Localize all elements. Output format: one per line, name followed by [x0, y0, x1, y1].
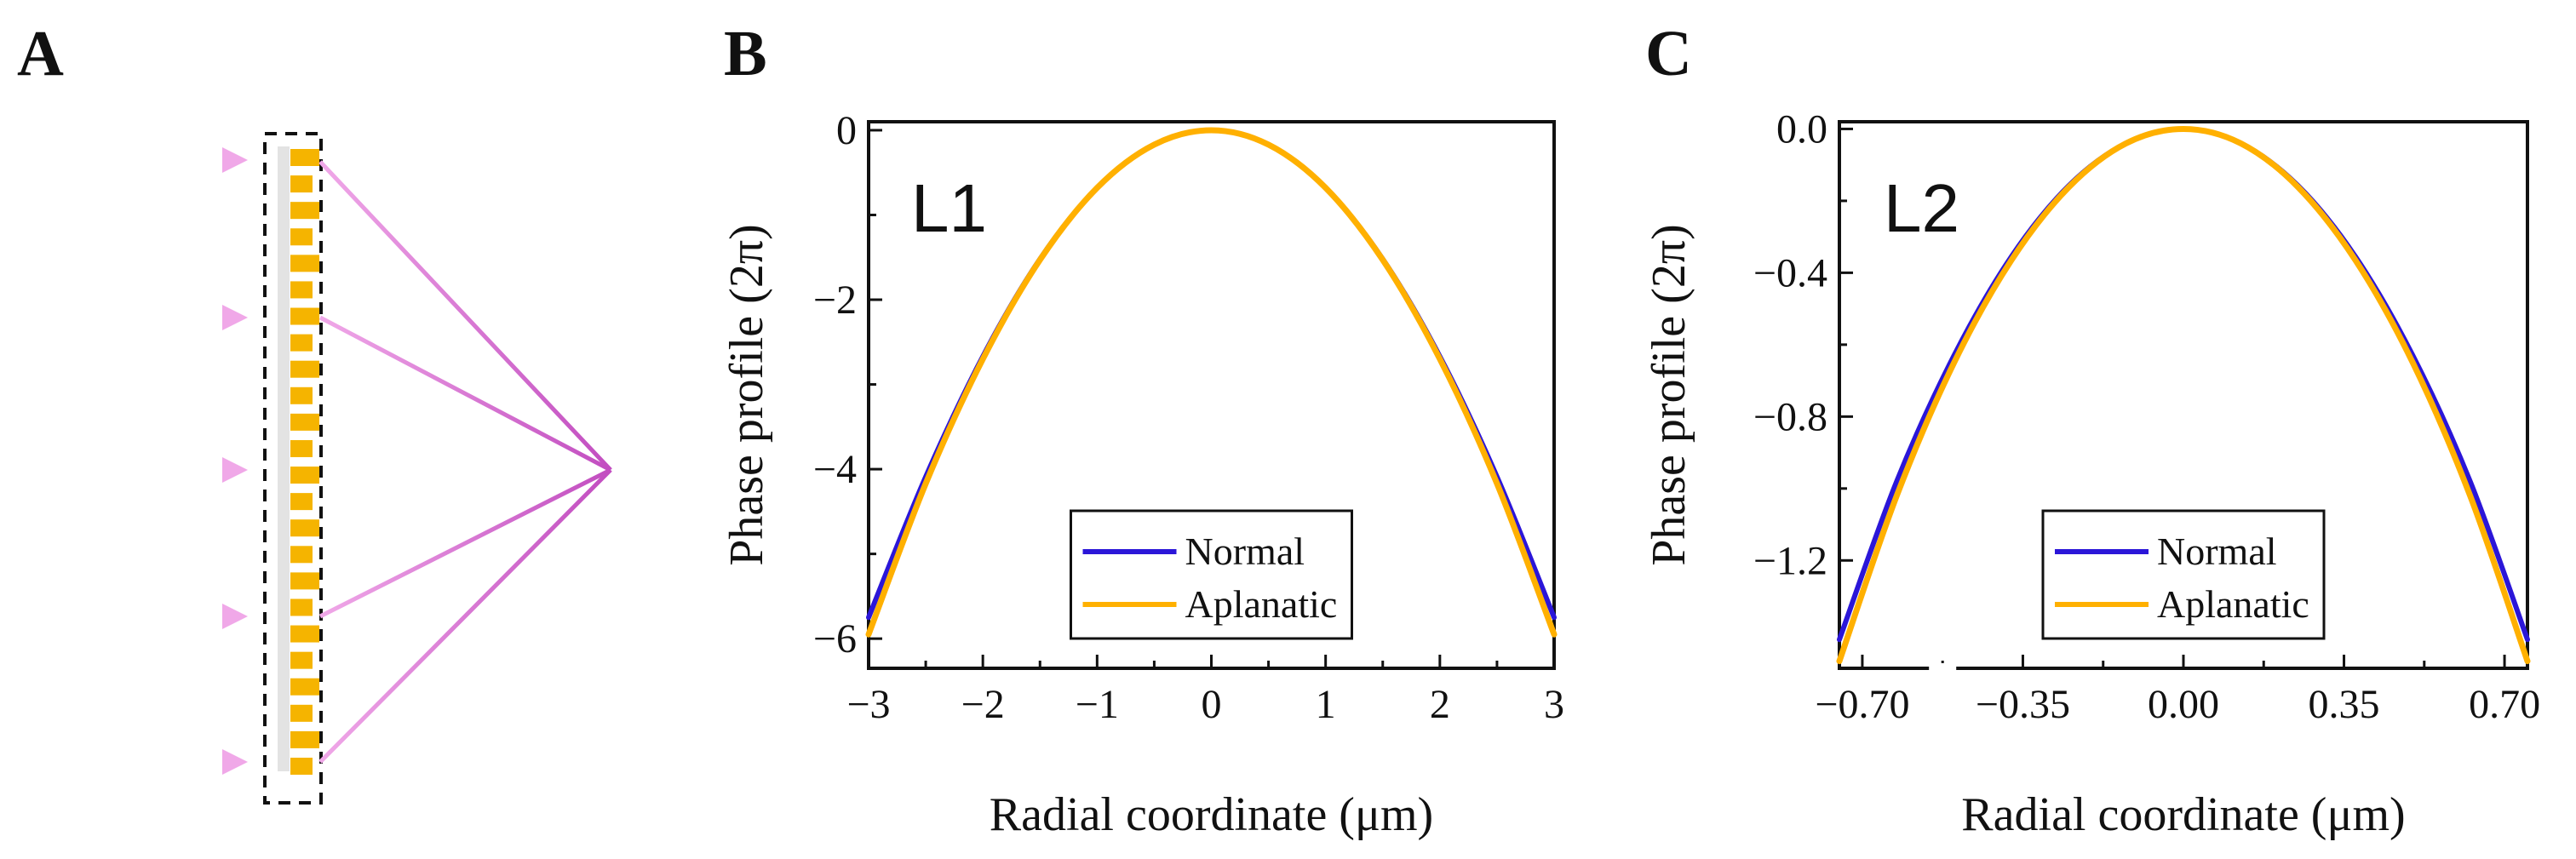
- y-tick-label: −0.8: [1753, 394, 1827, 439]
- meta-atom: [290, 493, 313, 511]
- x-tick-label: 1: [1316, 682, 1336, 727]
- meta-atom: [290, 228, 313, 246]
- x-tick-label: 0.70: [2469, 682, 2540, 727]
- x-tick-label: 0.35: [2309, 682, 2380, 727]
- axis-break-gap: [1929, 663, 1957, 673]
- x-tick-label: −0.70: [1815, 682, 1909, 727]
- meta-atom: [290, 651, 313, 669]
- x-tick-label: 0: [1202, 682, 1222, 727]
- panel-b: B −3 −2 −1 0 1 2 3 0 −2 −4 −6 Radial coordinate (μm…: [720, 18, 1564, 841]
- meta-atom: [290, 758, 313, 775]
- y-tick-label: −0.4: [1753, 250, 1827, 295]
- focusing-ray: [318, 468, 612, 764]
- x-axis-title: Radial coordinate (μm): [990, 788, 1433, 841]
- focusing-ray: [318, 160, 612, 472]
- x-tick-label: −1: [1076, 682, 1119, 727]
- meta-atom: [290, 255, 319, 272]
- y-tick-label: 0.0: [1776, 106, 1827, 152]
- meta-atom: [290, 546, 313, 564]
- x-axis-title: Radial coordinate (μm): [1961, 788, 2405, 841]
- y-tick-label: 0: [836, 108, 857, 153]
- y-axis-title: Phase profile (2π): [720, 224, 773, 566]
- chart-b: −3 −2 −1 0 1 2 3 0 −2 −4 −6 Radial coordinate (μm) P…: [720, 108, 1564, 841]
- incident-arrows: [100, 147, 248, 775]
- focusing-ray: [318, 315, 612, 472]
- y-tick-label: −2: [813, 278, 857, 323]
- meta-atom: [290, 467, 319, 484]
- legend-label-normal: Normal: [1185, 530, 1305, 573]
- meta-atom: [290, 334, 313, 352]
- meta-atom: [290, 175, 313, 193]
- panel-a-letter: A: [17, 18, 64, 89]
- series-line-aplanatic: [865, 127, 1558, 638]
- x-tick-label: −3: [846, 682, 890, 727]
- focusing-rays: [318, 160, 612, 764]
- meta-atom: [290, 413, 319, 431]
- x-tick-label: 2: [1430, 682, 1450, 727]
- meta-atoms: [290, 149, 319, 775]
- legend-label-aplanatic: Aplanatic: [1185, 582, 1338, 626]
- y-tick-label: −1.2: [1753, 538, 1827, 583]
- legend-label-normal: Normal: [2157, 530, 2277, 573]
- meta-atom: [290, 625, 319, 643]
- x-tick-label: −0.35: [1976, 682, 2070, 727]
- legend-box: [2041, 509, 2326, 640]
- meta-atom: [290, 598, 313, 616]
- panel-c-letter: C: [1645, 18, 1692, 89]
- lens-label: L2: [1884, 170, 1959, 246]
- meta-atom: [290, 281, 313, 299]
- legend-box: [1070, 509, 1353, 640]
- meta-atom: [290, 360, 319, 378]
- y-tick-label: −4: [813, 447, 857, 492]
- chart-c: −0.70 −0.35 0.00 0.35 0.70 0.0 −0.4 −0.8 −1.2 Rad…: [1643, 106, 2540, 841]
- substrate: [278, 146, 290, 771]
- panel-b-letter: B: [724, 18, 767, 89]
- x-tick-label: 0.00: [2148, 682, 2219, 727]
- meta-atom: [290, 704, 313, 722]
- panel-c: C −0.70 −0.35 0.00 0.35 0.70 0.0 −0.4 −0.8 −1.2 R…: [1643, 18, 2540, 841]
- meta-atom: [290, 307, 319, 325]
- meta-atom: [290, 678, 319, 696]
- legend-label-aplanatic: Aplanatic: [2157, 582, 2309, 626]
- x-tick-label: 3: [1544, 682, 1564, 727]
- y-tick-label: −6: [813, 616, 857, 661]
- meta-atom: [290, 439, 313, 457]
- lens-label: L1: [911, 170, 987, 246]
- meta-atom: [290, 730, 319, 748]
- meta-atom: [290, 572, 319, 590]
- series-line-aplanatic: [1836, 125, 2531, 665]
- x-tick-label: −2: [961, 682, 1005, 727]
- y-axis-title: Phase profile (2π): [1643, 224, 1695, 566]
- meta-atom: [290, 149, 319, 166]
- panel-a: A: [17, 18, 612, 805]
- meta-atom: [290, 387, 313, 404]
- meta-atom: [290, 519, 319, 537]
- focusing-ray: [318, 467, 612, 619]
- meta-atom: [290, 202, 319, 220]
